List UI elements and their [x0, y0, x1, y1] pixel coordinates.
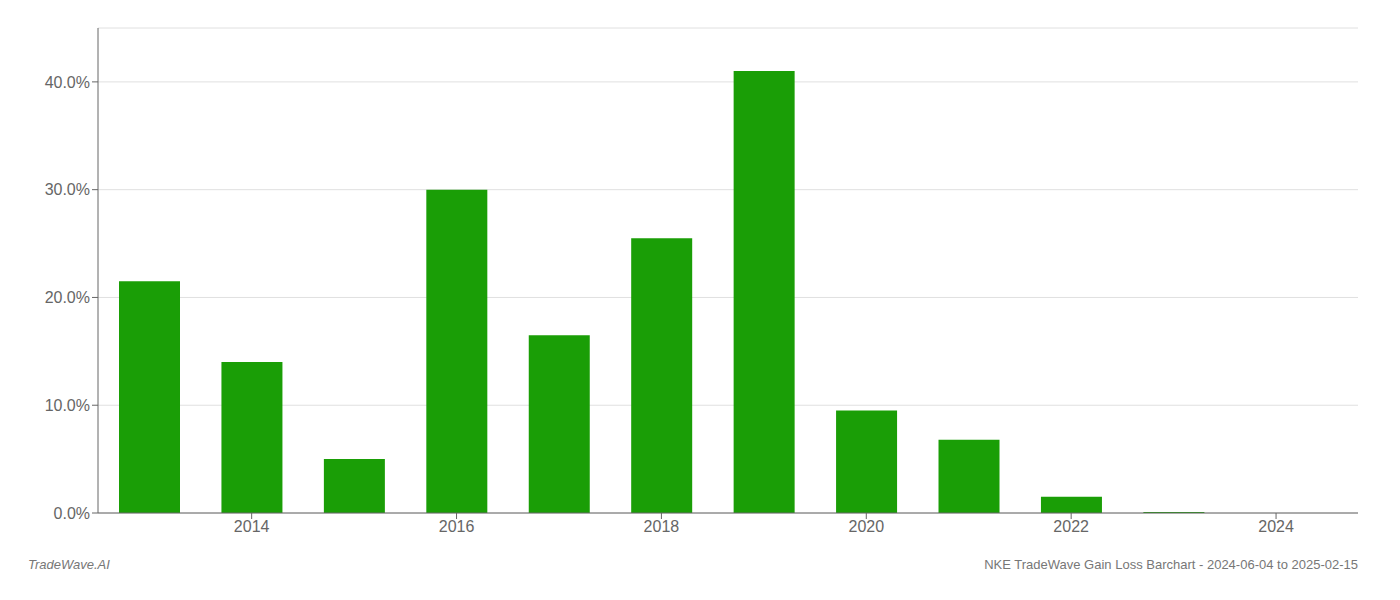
svg-text:0.0%: 0.0% — [54, 505, 90, 522]
svg-text:2018: 2018 — [644, 518, 680, 535]
svg-text:2016: 2016 — [439, 518, 475, 535]
html-text:TradeWave.AI: TradeWave.AI — [28, 557, 110, 572]
svg-text:20.0%: 20.0% — [45, 289, 90, 306]
svg-text:2024: 2024 — [1258, 518, 1294, 535]
svg-text:2022: 2022 — [1053, 518, 1089, 535]
svg-text:30.0%: 30.0% — [45, 181, 90, 198]
svg-text:10.0%: 10.0% — [45, 397, 90, 414]
svg-text:40.0%: 40.0% — [45, 74, 90, 91]
svg-text:2014: 2014 — [234, 518, 270, 535]
svg-text:2020: 2020 — [848, 518, 884, 535]
html-text:NKE TradeWave Gain Loss Barcha: NKE TradeWave Gain Loss Barchart - 2024-… — [984, 557, 1358, 572]
